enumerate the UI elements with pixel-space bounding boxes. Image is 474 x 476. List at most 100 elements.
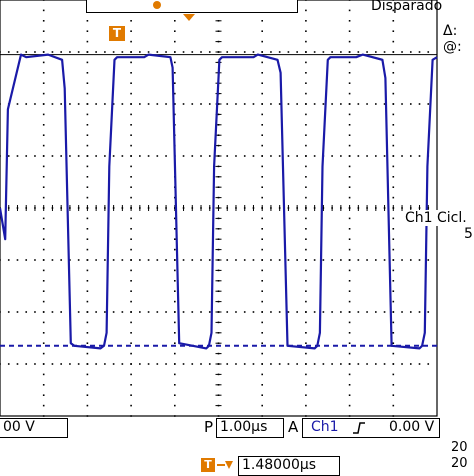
grid-dot [348, 0, 351, 1]
record-view-bar [86, 0, 298, 13]
grid-dot [191, 155, 194, 157]
grid-dot [16, 51, 19, 53]
grid-dot [60, 155, 62, 157]
grid-dot [104, 103, 106, 105]
grid-dot [261, 394, 263, 396]
grid-dot [86, 269, 89, 272]
grid-dot [7, 311, 10, 313]
grid-dot [174, 300, 176, 303]
corner-readout-top: 20 [451, 440, 468, 455]
grid-dot [121, 51, 124, 53]
grid-dot [77, 155, 80, 157]
grid-dot [305, 40, 307, 43]
grid-dot [104, 311, 106, 313]
grid-dot [165, 311, 167, 313]
grid-dot [156, 51, 159, 53]
grid-dot [366, 155, 368, 157]
grid-dot [69, 259, 71, 261]
ch1-scale-readout[interactable]: 00 V [0, 418, 68, 438]
trigger-marker[interactable]: T [109, 26, 125, 41]
grid-dot [427, 51, 430, 53]
grid-dot [392, 92, 395, 95]
grid-dot [392, 82, 395, 84]
grid-dot [95, 103, 97, 105]
grid-dot [261, 144, 263, 147]
grid-dot [130, 176, 132, 178]
grid-dot [42, 311, 45, 313]
grid-dot [156, 259, 159, 261]
grid-dot [25, 311, 28, 313]
grid-dot [226, 363, 229, 365]
grid-dot [305, 290, 307, 292]
trigger-position-marker[interactable] [183, 14, 195, 21]
grid-dot [191, 103, 194, 105]
trigger-readout[interactable]: Ch1 0.00 V [302, 418, 440, 438]
grid-dot [69, 155, 71, 157]
grid-dot [42, 144, 45, 147]
grid-dot [42, 124, 45, 126]
grid-dot [348, 103, 351, 105]
grid-dot [112, 103, 115, 105]
grid-dot [261, 363, 263, 365]
grid-dot [296, 51, 298, 53]
grid-dot [392, 342, 395, 344]
grid-dot [383, 259, 386, 261]
grid-dot [278, 51, 281, 53]
grid-dot [86, 134, 89, 136]
grid-dot [235, 155, 237, 157]
grid-dot [261, 290, 263, 292]
time-per-div-readout[interactable]: 1.00µs [216, 418, 284, 438]
grid-dot [270, 363, 272, 365]
grid-dot [348, 332, 351, 334]
grid-dot [34, 103, 36, 105]
grid-dot [165, 155, 167, 157]
grid-dot [0, 311, 1, 313]
grid-dot [392, 113, 395, 116]
grid-dot [42, 72, 45, 74]
grid-dot [95, 51, 97, 53]
grid-dot [86, 51, 89, 53]
grid-dot [305, 238, 307, 240]
grid-dot [348, 20, 351, 22]
grid-dot [174, 82, 176, 84]
grid-dot [261, 332, 263, 334]
grid-dot [392, 238, 395, 240]
grid-dot [296, 363, 298, 365]
grid-dot [34, 155, 36, 157]
grid-dot [77, 363, 80, 365]
grid-dot [340, 155, 342, 157]
grid-dot [86, 280, 89, 282]
measurement-value: 5 [464, 226, 473, 242]
grid-dot [208, 259, 211, 261]
grid-dot [348, 124, 351, 126]
trigger-position-readout[interactable]: 1.48000µs [238, 456, 340, 476]
grid-dot [42, 20, 45, 22]
grid-dot [313, 51, 316, 53]
grid-dot [366, 311, 368, 313]
grid-dot [200, 363, 202, 365]
grid-dot [375, 155, 377, 157]
grid-dot [42, 40, 45, 43]
grid-dot [130, 186, 132, 188]
grid-dot [287, 103, 290, 105]
grid-dot [174, 228, 176, 230]
grid-dot [278, 311, 281, 313]
grid-dot [305, 82, 307, 84]
grid-dot [261, 155, 263, 157]
grid-dot [69, 363, 71, 365]
grid-dot [305, 404, 307, 407]
arrow-down-icon [217, 461, 233, 469]
grid-dot [383, 311, 386, 313]
grid-dot [139, 259, 141, 261]
grid-dot [348, 384, 351, 386]
grid-dot [25, 363, 28, 365]
grid-dot [392, 0, 395, 1]
grid-dot [86, 165, 89, 168]
grid-dot [418, 311, 421, 313]
grid-dot [42, 196, 45, 199]
grid-dot [331, 51, 333, 53]
grid-dot [243, 259, 246, 261]
trigger-status: Disparado [371, 0, 443, 14]
grid-dot [95, 363, 97, 365]
